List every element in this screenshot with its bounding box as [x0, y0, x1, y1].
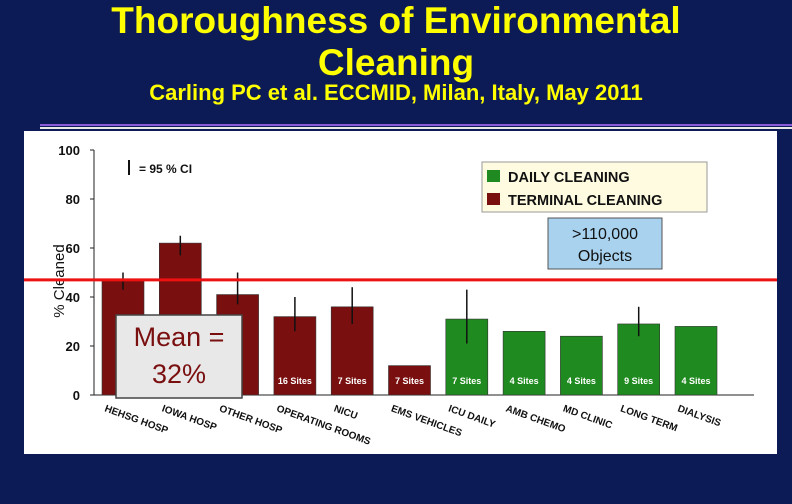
slide-title-line2: Cleaning — [317, 42, 475, 83]
category-label: MD CLINIC — [561, 403, 613, 431]
mean-annotation-box — [115, 314, 243, 399]
mean-annotation-line2: 32% — [152, 359, 206, 389]
divider-white — [40, 127, 792, 129]
y-tick-label: 0 — [73, 388, 80, 403]
y-tick-label: 80 — [66, 192, 80, 207]
category-label: HEHSG HOSP — [103, 403, 170, 436]
legend-label: TERMINAL CLEANING — [508, 193, 662, 209]
bar — [502, 331, 546, 396]
legend-box — [481, 161, 708, 213]
mean-annotation-line1: Mean = — [134, 322, 225, 352]
category-label: OPERATING ROOMS — [275, 403, 372, 447]
slide-title: Thoroughness of Environmental Cleaning — [0, 0, 792, 84]
y-tick-label: 100 — [58, 143, 80, 158]
y-tick-label: 40 — [66, 290, 80, 305]
category-label: IOWA HOSP — [160, 403, 218, 433]
objects-annotation-line1: >110,000 — [572, 226, 638, 243]
site-count-label: 7 Sites — [338, 376, 367, 386]
y-tick-label: 60 — [66, 241, 80, 256]
site-count-label: 4 Sites — [510, 376, 539, 386]
legend-label: DAILY CLEANING — [508, 170, 630, 186]
category-label: AMB CHEMO — [504, 403, 567, 435]
ci-legend-text: = 95 % CI — [139, 162, 192, 176]
site-count-label: 9 Sites — [624, 376, 653, 386]
bar — [273, 316, 317, 396]
category-label: LONG TERM — [619, 403, 679, 434]
site-count-label: 7 Sites — [452, 376, 481, 386]
site-count-label: 4 Sites — [567, 376, 596, 386]
divider-purple — [40, 124, 792, 126]
slide-subtitle: Carling PC et al. ECCMID, Milan, Italy, … — [149, 80, 643, 105]
bar — [674, 326, 718, 396]
site-count-label: 7 Sites — [395, 376, 424, 386]
legend-swatch — [487, 170, 500, 182]
site-count-label: 4 Sites — [681, 376, 710, 386]
site-count-label: 16 Sites — [278, 376, 312, 386]
category-label: DIALYSIS — [676, 403, 723, 429]
bar — [388, 365, 431, 396]
objects-annotation-box — [547, 217, 663, 270]
slide-title-line1: Thoroughness of Environmental — [111, 0, 681, 41]
bar — [560, 335, 603, 396]
legend-swatch — [487, 193, 500, 205]
category-label: OTHER HOSP — [218, 403, 284, 436]
category-label: NICU — [332, 403, 359, 422]
objects-annotation-line2: Objects — [578, 248, 632, 265]
y-tick-label: 20 — [66, 339, 80, 354]
